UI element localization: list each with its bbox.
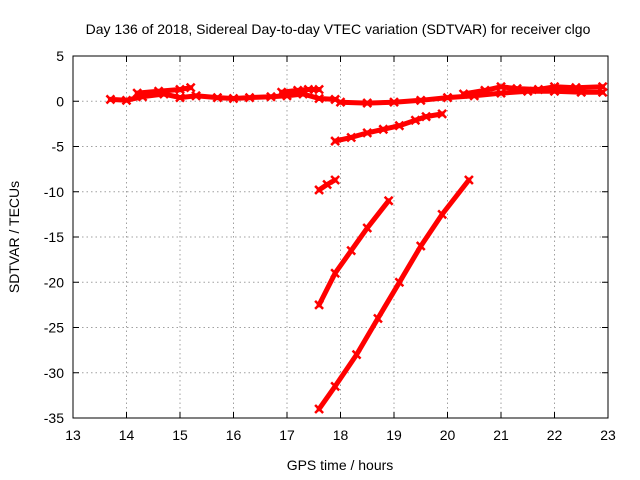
data-point [346,132,357,143]
chart-title: Day 136 of 2018, Sidereal Day-to-day VTE… [86,21,591,37]
x-tick-label: 13 [65,427,81,443]
series-group [458,81,608,99]
label-layer: 13 14 15 16 17 18 19 20 21 22 23 5 0 -5 -10 -15 -20 -25 -3… [44,48,616,443]
data-point [330,381,341,392]
data-point [373,313,383,324]
data-point [276,87,287,98]
series-group [330,109,448,146]
data-point [437,209,448,220]
data-point [389,97,399,108]
data-point [153,86,164,97]
series-line [134,85,194,96]
y-tick-label: -30 [44,365,64,381]
data-point [322,179,333,190]
plot-frame [72,55,609,419]
series-line [279,87,322,95]
series-group [314,175,474,414]
data-point [121,95,132,106]
data-point [437,109,448,119]
x-tick-label: 21 [493,427,509,443]
y-tick-label: -15 [44,229,64,245]
data-point [105,94,116,105]
data-point [415,95,426,106]
data-point [335,97,346,108]
data-point [314,299,324,310]
series-line [316,177,472,412]
data-point [185,82,196,93]
data-point [314,84,324,95]
data-point [314,93,324,104]
y-axis-title: SDTVAR / TECUs [6,181,22,293]
series-group [335,86,608,108]
x-tick-label: 16 [226,427,242,443]
data-point [351,349,362,360]
data-point [480,85,490,96]
series-layer [105,81,608,414]
y-tick-label: -35 [44,410,64,426]
data-point [421,111,431,122]
data-point [330,268,341,279]
x-tick-label: 17 [279,427,295,443]
series-line [461,84,606,97]
data-point [597,81,608,92]
y-tick-label: -20 [44,274,64,290]
data-point [330,94,341,105]
x-tick-label: 15 [172,427,188,443]
x-tick-label: 19 [386,427,402,443]
data-point [212,92,223,103]
data-point [464,175,474,185]
y-tick-label: 0 [56,93,64,109]
data-point [394,277,405,288]
y-tick-label: 5 [56,48,64,64]
data-point [191,90,201,101]
x-tick-label: 20 [440,427,456,443]
data-point [175,84,185,95]
series-group [276,84,324,98]
y-tick-label: -5 [52,139,65,155]
data-point [346,245,357,256]
data-point [314,404,324,414]
series-group [314,175,341,195]
data-point [571,82,581,93]
data-point [330,136,341,146]
data-point [362,223,373,233]
x-axis-title: GPS time / hours [287,457,394,473]
data-point [292,85,303,96]
data-point [549,81,560,92]
data-point [266,91,276,102]
data-point [442,92,453,103]
data-point [228,93,239,104]
data-point [362,128,373,138]
data-point [496,81,506,92]
series-group [314,195,394,310]
x-tick-label: 23 [600,427,616,443]
data-point [362,98,373,108]
series-group [132,82,196,98]
y-tick-label: -25 [44,320,64,336]
data-point [378,124,389,135]
grid-layer [73,56,608,418]
x-tick-label: 22 [547,427,563,443]
data-point [458,89,469,99]
data-point [415,241,426,251]
data-point [533,84,544,95]
data-point [394,120,405,131]
x-tick-label: 14 [119,427,135,443]
data-point [244,92,255,103]
data-point [132,88,143,98]
data-point [314,185,324,195]
data-point [330,175,341,185]
data-point [303,84,314,95]
y-tick-label: -10 [44,184,64,200]
x-tick-label: 18 [333,427,349,443]
data-point [175,92,185,103]
data-point [383,195,394,206]
data-point [512,83,522,94]
data-point [410,115,421,126]
